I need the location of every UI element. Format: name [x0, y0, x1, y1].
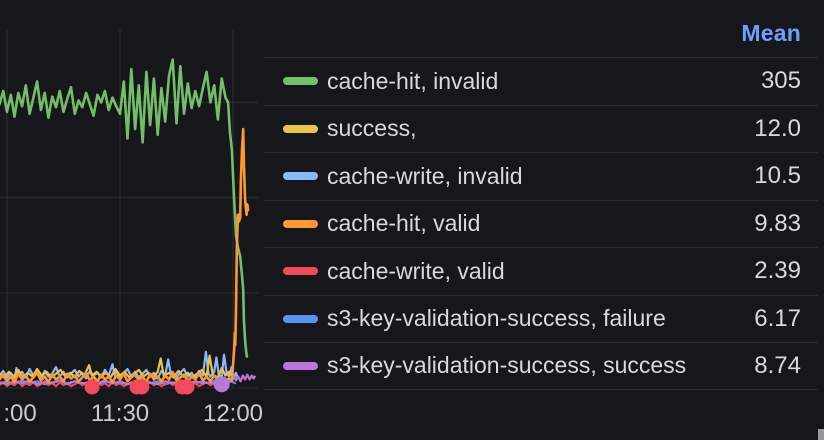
x-axis-tick-label: :00	[3, 400, 36, 427]
legend-series-swatch	[283, 267, 318, 276]
legend-series-label: cache-write, invalid	[327, 162, 523, 189]
timeseries-chart[interactable]: :00 11:30 12:00	[0, 0, 264, 440]
series-line-4	[0, 373, 256, 387]
legend-series-mean: 8.74	[754, 351, 801, 379]
legend-series-mean: 305	[760, 67, 801, 95]
legend: Mean cache-hit, invalid 305 success, 12.…	[264, 0, 818, 440]
legend-row[interactable]: s3-key-validation-success, failure 6.17	[264, 294, 818, 343]
legend-series-mean: 6.17	[754, 304, 801, 332]
legend-rows: cache-hit, invalid 305 success, 12.0 cac…	[264, 57, 818, 390]
legend-mean-column-header[interactable]: Mean	[741, 19, 801, 46]
legend-series-swatch	[283, 314, 318, 323]
legend-series-label: success,	[327, 115, 417, 142]
legend-row[interactable]: s3-key-validation-success, success 8.74	[264, 342, 818, 390]
legend-row[interactable]: cache-write, invalid 10.5	[264, 152, 818, 200]
series-point-marker	[134, 379, 150, 395]
legend-series-swatch	[283, 219, 318, 228]
legend-series-label: cache-hit, invalid	[327, 67, 499, 94]
legend-row[interactable]: cache-write, valid 2.39	[264, 247, 818, 295]
series-point-marker	[84, 379, 100, 395]
legend-series-swatch	[283, 77, 318, 86]
legend-series-mean: 9.83	[754, 209, 801, 237]
legend-series-label: cache-write, valid	[327, 257, 505, 284]
scrollbar-corner[interactable]	[818, 429, 824, 440]
legend-row[interactable]: cache-hit, valid 9.83	[264, 199, 818, 248]
legend-series-mean: 2.39	[754, 257, 801, 285]
legend-series-swatch	[283, 172, 318, 181]
series-line-6	[0, 127, 250, 384]
legend-series-label: s3-key-validation-success, success	[327, 352, 687, 379]
legend-series-swatch	[283, 124, 318, 133]
legend-header: Mean	[264, 0, 818, 57]
legend-series-label: cache-hit, valid	[327, 210, 481, 237]
legend-series-mean: 12.0	[754, 114, 801, 142]
legend-row[interactable]: cache-hit, invalid 305	[264, 57, 818, 105]
series-point-marker	[213, 376, 230, 393]
legend-series-swatch	[283, 361, 318, 370]
x-axis-tick-label: 12:00	[203, 400, 263, 427]
series-line-5	[0, 58, 249, 358]
legend-series-mean: 10.5	[754, 162, 801, 190]
series-point-marker	[179, 379, 195, 395]
x-axis-tick-label: 11:30	[91, 400, 149, 427]
legend-series-label: s3-key-validation-success, failure	[327, 305, 666, 332]
legend-row[interactable]: success, 12.0	[264, 104, 818, 153]
